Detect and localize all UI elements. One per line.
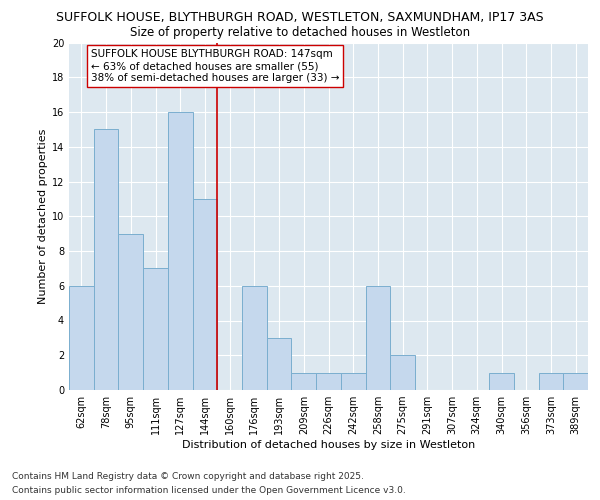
Bar (489, 372, 514, 390)
Bar (292, 372, 316, 390)
Bar (143, 268, 168, 390)
Bar (365, 286, 390, 390)
Text: SUFFOLK HOUSE BLYTHBURGH ROAD: 147sqm
← 63% of detached houses are smaller (55)
: SUFFOLK HOUSE BLYTHBURGH ROAD: 147sqm ← … (91, 50, 339, 82)
Bar (563, 372, 588, 390)
Y-axis label: Number of detached properties: Number of detached properties (38, 128, 47, 304)
Text: SUFFOLK HOUSE, BLYTHBURGH ROAD, WESTLETON, SAXMUNDHAM, IP17 3AS: SUFFOLK HOUSE, BLYTHBURGH ROAD, WESTLETO… (56, 12, 544, 24)
Bar (390, 355, 415, 390)
Text: Contains HM Land Registry data © Crown copyright and database right 2025.: Contains HM Land Registry data © Crown c… (12, 472, 364, 481)
X-axis label: Distribution of detached houses by size in Westleton: Distribution of detached houses by size … (182, 440, 475, 450)
Bar (341, 372, 365, 390)
Bar (267, 338, 292, 390)
Bar (94, 130, 118, 390)
Bar (118, 234, 143, 390)
Bar (168, 112, 193, 390)
Bar (539, 372, 563, 390)
Bar (69, 286, 94, 390)
Text: Contains public sector information licensed under the Open Government Licence v3: Contains public sector information licen… (12, 486, 406, 495)
Text: Size of property relative to detached houses in Westleton: Size of property relative to detached ho… (130, 26, 470, 39)
Bar (242, 286, 267, 390)
Bar (193, 199, 217, 390)
Bar (316, 372, 341, 390)
